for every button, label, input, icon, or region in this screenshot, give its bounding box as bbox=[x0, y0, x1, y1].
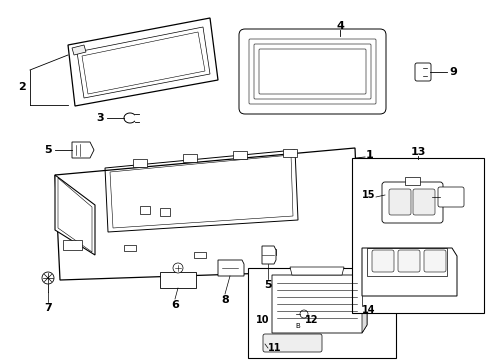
FancyBboxPatch shape bbox=[388, 189, 410, 215]
Text: 10: 10 bbox=[256, 315, 269, 325]
Text: 2: 2 bbox=[18, 82, 26, 92]
Polygon shape bbox=[183, 154, 197, 162]
FancyBboxPatch shape bbox=[423, 250, 445, 272]
Polygon shape bbox=[55, 148, 359, 280]
Polygon shape bbox=[140, 206, 150, 214]
Polygon shape bbox=[218, 260, 244, 276]
Circle shape bbox=[173, 263, 183, 273]
Text: 5: 5 bbox=[44, 145, 52, 155]
FancyBboxPatch shape bbox=[412, 189, 434, 215]
Text: 15: 15 bbox=[361, 190, 375, 200]
Text: 4: 4 bbox=[335, 21, 343, 31]
Polygon shape bbox=[194, 252, 205, 258]
FancyBboxPatch shape bbox=[263, 334, 321, 352]
Text: 8: 8 bbox=[221, 295, 228, 305]
FancyBboxPatch shape bbox=[414, 63, 430, 81]
FancyBboxPatch shape bbox=[239, 29, 385, 114]
Polygon shape bbox=[271, 275, 366, 333]
FancyBboxPatch shape bbox=[371, 250, 393, 272]
Bar bbox=[351, 158, 483, 313]
Polygon shape bbox=[72, 142, 94, 158]
FancyBboxPatch shape bbox=[437, 187, 463, 207]
Polygon shape bbox=[262, 246, 275, 264]
Polygon shape bbox=[55, 175, 95, 255]
Polygon shape bbox=[404, 177, 419, 185]
Polygon shape bbox=[361, 248, 456, 296]
Circle shape bbox=[299, 310, 307, 318]
Polygon shape bbox=[133, 159, 147, 167]
Text: 13: 13 bbox=[409, 147, 425, 157]
Text: 12: 12 bbox=[305, 315, 318, 325]
Text: 14: 14 bbox=[361, 305, 375, 315]
FancyBboxPatch shape bbox=[381, 182, 442, 223]
Polygon shape bbox=[289, 267, 343, 275]
Circle shape bbox=[42, 272, 54, 284]
Polygon shape bbox=[68, 18, 218, 106]
Text: 9: 9 bbox=[448, 67, 456, 77]
FancyBboxPatch shape bbox=[397, 250, 419, 272]
Text: 7: 7 bbox=[44, 303, 52, 313]
Text: 6: 6 bbox=[171, 300, 179, 310]
Text: 1: 1 bbox=[366, 150, 373, 160]
Polygon shape bbox=[160, 208, 170, 216]
Polygon shape bbox=[160, 272, 196, 288]
Text: B: B bbox=[295, 323, 300, 329]
Polygon shape bbox=[361, 275, 366, 333]
Polygon shape bbox=[72, 45, 86, 55]
Polygon shape bbox=[264, 249, 275, 255]
Polygon shape bbox=[232, 151, 246, 159]
Polygon shape bbox=[124, 245, 136, 251]
Text: 5: 5 bbox=[264, 280, 271, 290]
Polygon shape bbox=[63, 240, 82, 250]
Text: 11: 11 bbox=[267, 343, 281, 353]
Polygon shape bbox=[283, 149, 296, 157]
Bar bbox=[247, 268, 395, 358]
Text: 3: 3 bbox=[96, 113, 103, 123]
